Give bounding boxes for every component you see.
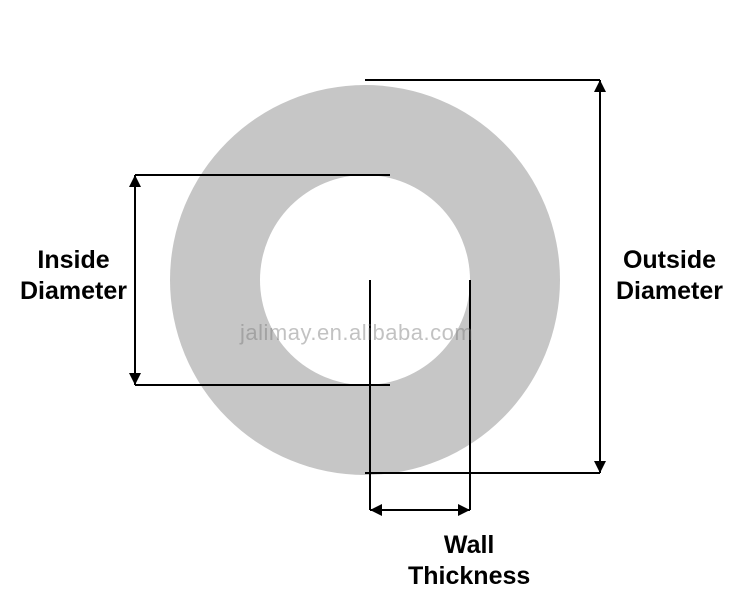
label-outside-line2: Diameter (616, 277, 723, 305)
label-wall-thickness: Wall Thickness (408, 530, 530, 593)
watermark-text: jalimay.en.alibaba.com (240, 320, 473, 346)
label-outside-diameter: Outside Diameter (616, 245, 723, 308)
label-outside-line1: Outside (623, 246, 716, 274)
label-inside-line1: Inside (37, 246, 109, 274)
label-wall-line1: Wall (444, 531, 494, 559)
label-inside-diameter: Inside Diameter (20, 245, 127, 308)
label-inside-line2: Diameter (20, 277, 127, 305)
diagram-canvas: Inside Diameter Outside Diameter Wall Th… (0, 0, 750, 603)
label-wall-line2: Thickness (408, 562, 530, 590)
